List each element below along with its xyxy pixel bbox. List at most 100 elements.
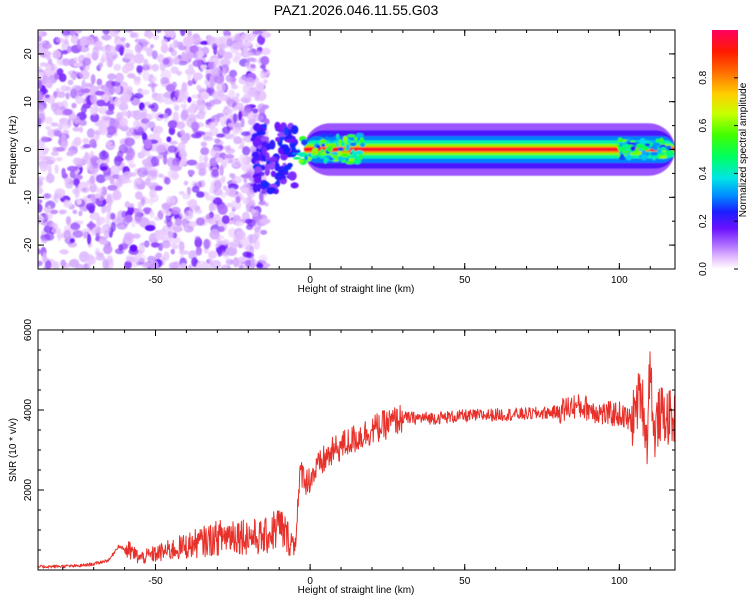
heatmap-cell — [96, 99, 106, 107]
heatmap-cell — [155, 252, 163, 259]
heatmap-cell — [155, 230, 165, 241]
heatmap-cell — [353, 136, 358, 141]
heatmap-cell — [169, 140, 178, 145]
heatmap-cell — [38, 203, 43, 213]
heatmap-cell — [196, 260, 207, 269]
heatmap-cell — [142, 261, 150, 269]
heatmap-cell — [40, 136, 48, 143]
heatmap-cell — [138, 183, 146, 190]
heatmap-cell — [298, 160, 304, 163]
heatmap-cell — [252, 30, 264, 35]
heatmap-cell — [177, 142, 186, 153]
heatmap-cell — [178, 191, 185, 195]
heatmap-cell — [212, 90, 221, 100]
heatmap-cell — [67, 79, 74, 86]
spectrogram-y-axis-label: Frequency (Hz) — [8, 116, 19, 185]
heatmap-cell — [109, 178, 115, 185]
heatmap-cell — [82, 103, 91, 109]
heatmap-cell — [636, 143, 643, 149]
heatmap-cell — [283, 170, 289, 176]
heatmap-cell — [208, 255, 213, 263]
heatmap-cell — [160, 43, 169, 54]
heatmap-cell — [103, 229, 110, 240]
heatmap-cell — [115, 72, 124, 83]
heatmap-cell — [164, 32, 174, 38]
heatmap-cell — [150, 156, 160, 167]
heatmap-cell — [60, 85, 69, 92]
heatmap-cell — [44, 260, 52, 269]
heatmap-cell — [191, 121, 200, 132]
heatmap-cell — [257, 145, 262, 150]
heatmap-cell — [89, 212, 100, 221]
heatmap-cell — [260, 47, 271, 56]
heatmap-cell — [164, 176, 171, 185]
heatmap-cell — [40, 221, 52, 226]
heatmap-cell — [212, 197, 223, 206]
heatmap-cell — [133, 119, 140, 130]
snr-y-tick-label: 4000 — [23, 398, 34, 421]
heatmap-cell — [118, 144, 128, 154]
heatmap-cell — [337, 150, 342, 154]
heatmap-cell — [165, 83, 176, 92]
heatmap-cell — [241, 161, 252, 173]
heatmap-cell — [85, 166, 91, 171]
spectrogram-x-tick-label: 0 — [307, 275, 313, 286]
heatmap-cell — [221, 215, 230, 225]
heatmap-cell — [260, 164, 266, 171]
heatmap-cell — [275, 137, 281, 142]
heatmap-cell — [176, 70, 182, 76]
heatmap-cell — [38, 35, 42, 42]
heatmap-cell — [250, 257, 255, 267]
heatmap-cell — [246, 57, 256, 62]
heatmap-cell — [62, 58, 71, 66]
heatmap-cell — [325, 155, 332, 159]
heatmap-cell — [245, 208, 256, 213]
heatmap-cell — [617, 137, 623, 143]
heatmap-cell — [144, 224, 156, 232]
heatmap-cell — [232, 257, 239, 268]
spectrogram-y-tick-label: 10 — [23, 96, 34, 108]
colorbar-tick-label: 0.8 — [698, 70, 709, 84]
heatmap-cell — [244, 259, 252, 267]
heatmap-cell — [144, 161, 152, 171]
heatmap-cell — [146, 47, 154, 57]
heatmap-cell — [240, 174, 252, 179]
heatmap-cell — [81, 228, 92, 233]
heatmap-cell — [183, 90, 189, 100]
heatmap-cell — [191, 185, 200, 193]
colorbar-tick-label: 0.2 — [698, 214, 709, 228]
heatmap-cell — [151, 63, 160, 72]
heatmap-cell — [219, 165, 224, 176]
heatmap-cell — [65, 216, 72, 226]
heatmap-cell — [74, 157, 82, 163]
heatmap-cell — [317, 150, 321, 158]
heatmap-cell — [85, 263, 91, 269]
heatmap-cell — [53, 72, 59, 81]
heatmap-cell — [184, 223, 191, 231]
heatmap-cell — [86, 36, 94, 41]
heatmap-cell — [250, 88, 258, 98]
heatmap-cell — [242, 197, 250, 205]
heatmap-cell — [257, 34, 266, 46]
heatmap-cell — [233, 136, 242, 145]
heatmap-cell — [69, 238, 75, 243]
heatmap-cell — [251, 151, 260, 159]
heatmap-cell — [99, 239, 109, 246]
heatmap-cell — [110, 222, 116, 232]
heatmap-cell — [264, 202, 269, 207]
heatmap-cell — [46, 63, 52, 73]
heatmap-cell — [195, 246, 202, 256]
heatmap-cell — [170, 206, 181, 215]
heatmap-cell — [286, 138, 296, 143]
heatmap-cell — [186, 186, 191, 196]
heatmap-cell — [284, 164, 289, 173]
heatmap-cell — [189, 205, 197, 210]
heatmap-cell — [134, 92, 144, 99]
heatmap-cell — [197, 110, 206, 120]
heatmap-cell — [216, 133, 226, 138]
heatmap-cell — [326, 145, 333, 152]
heatmap-cell — [65, 92, 70, 100]
heatmap-cell — [92, 47, 100, 59]
heatmap-cell — [121, 65, 130, 74]
heatmap-cell — [82, 64, 91, 71]
